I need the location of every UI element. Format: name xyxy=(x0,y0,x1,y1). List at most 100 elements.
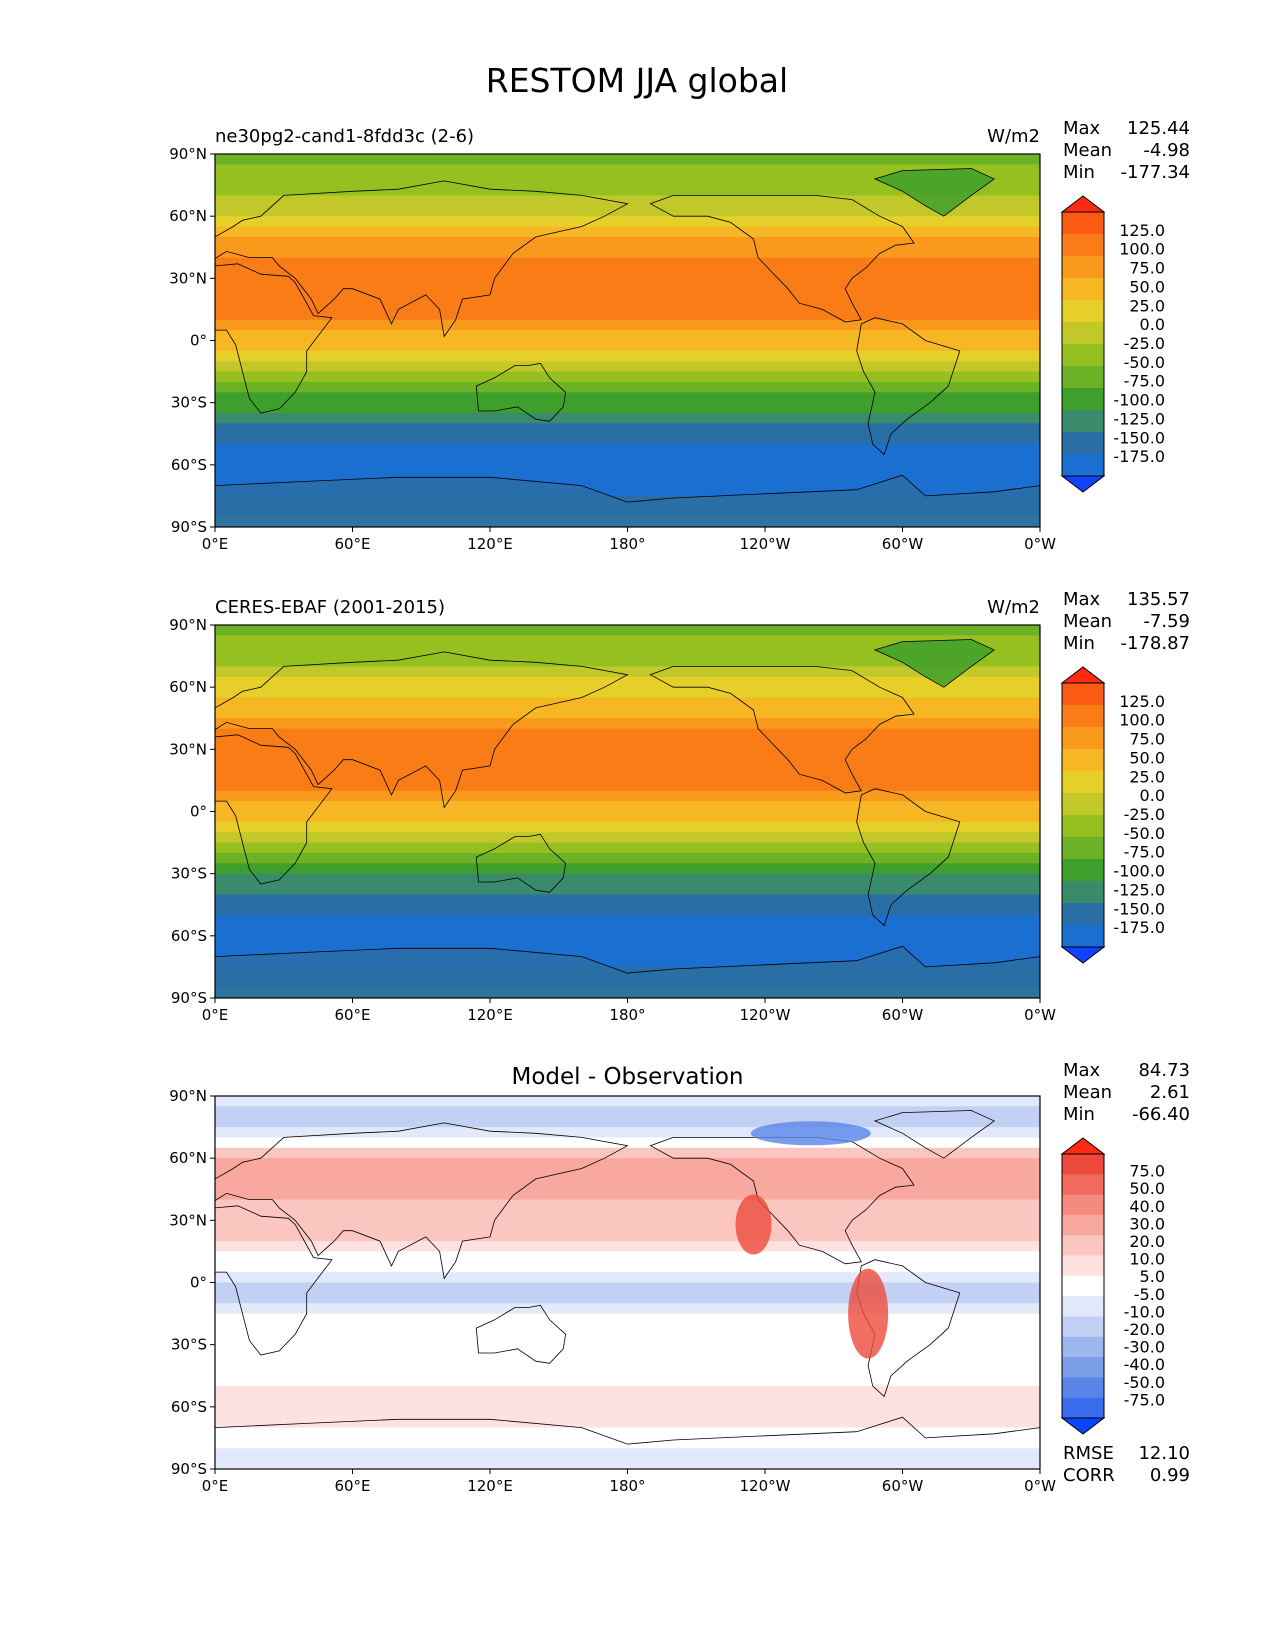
field-band xyxy=(215,164,1040,176)
field-band xyxy=(215,956,1040,968)
colorbar-label: -150.0 xyxy=(1113,899,1165,918)
colorbar-bin xyxy=(1062,1214,1104,1236)
x-tick-label: 120°E xyxy=(467,535,513,553)
colorbar-label: -75.0 xyxy=(1124,843,1165,862)
field-band xyxy=(215,267,1040,279)
colorbar-bin xyxy=(1062,1296,1104,1317)
field-band xyxy=(215,656,1040,668)
field-band xyxy=(215,1355,1040,1366)
panel-title: ne30pg2-cand1-8fdd3c (2-6) xyxy=(215,126,474,147)
colorbar-bin xyxy=(1062,925,1104,948)
x-tick-label: 60°E xyxy=(334,1006,370,1024)
field-band xyxy=(215,1427,1040,1439)
stat-label: Max xyxy=(1063,118,1101,139)
field-band xyxy=(215,770,1040,782)
colorbar-bin xyxy=(1062,1275,1104,1297)
colorbar-bin xyxy=(1062,749,1104,772)
y-tick-label: 30°S xyxy=(171,1336,207,1354)
field-band xyxy=(215,801,1040,813)
coastline-s-america xyxy=(856,788,961,927)
colorbar-bin xyxy=(1062,1336,1104,1358)
colorbar-label: -25.0 xyxy=(1124,805,1165,824)
y-tick-label: 0° xyxy=(190,332,207,350)
field-band xyxy=(215,1158,1040,1170)
field-band xyxy=(215,1323,1040,1335)
stat-value: 125.44 xyxy=(1127,118,1190,139)
field-band xyxy=(215,236,1040,248)
colorbar-bin xyxy=(1062,793,1104,816)
colorbar-bin xyxy=(1062,815,1104,838)
colorbar-bin xyxy=(1062,1174,1104,1196)
colorbar-label: -50.0 xyxy=(1124,824,1165,843)
colorbar-bin xyxy=(1062,1357,1104,1378)
stat-label: Mean xyxy=(1063,140,1112,161)
field-band xyxy=(215,1417,1040,1429)
stat-value: 135.57 xyxy=(1127,589,1190,610)
field-band xyxy=(215,1168,1040,1180)
colorbar-bin xyxy=(1062,837,1104,860)
panels: 0°E 60°E 120°E 180° 120°W 60°W 0°W 90°N 60°N 30°N… xyxy=(169,118,1190,1495)
panel-1: 0°E 60°E 120°E 180° 120°W 60°W 0°W 90°N 60°N 30°N… xyxy=(169,118,1190,553)
field-band xyxy=(215,863,1040,875)
colorbar-frame xyxy=(1061,682,1105,948)
colorbar-label: 0.0 xyxy=(1140,315,1165,334)
y-tick-label: 30°N xyxy=(169,269,207,287)
panel-units: W/m2 xyxy=(987,597,1040,618)
x-tick-label: 120°E xyxy=(467,1477,513,1495)
x-tick-label: 180° xyxy=(609,1477,645,1495)
colorbar-label: 25.0 xyxy=(1129,767,1165,786)
field-map xyxy=(215,625,1040,998)
coastline-europe-asia xyxy=(215,651,629,809)
colorbar-label: 25.0 xyxy=(1129,296,1165,315)
colorbar-label: 100.0 xyxy=(1119,240,1165,259)
colorbar-label: 75.0 xyxy=(1129,1162,1165,1181)
coastline-australia xyxy=(475,1304,567,1364)
field-band xyxy=(215,475,1040,487)
field-band xyxy=(215,392,1040,404)
field-band xyxy=(215,884,1040,895)
colorbar-bin xyxy=(1062,278,1104,301)
y-tick-label: 90°N xyxy=(169,145,207,163)
field-band xyxy=(215,1147,1040,1159)
colorbar-bin xyxy=(1062,1316,1104,1338)
coastline-antarctica xyxy=(215,945,1040,998)
stat-value: -178.87 xyxy=(1121,633,1190,654)
field-band xyxy=(215,1251,1040,1263)
coastline-africa xyxy=(215,1205,333,1356)
field-band xyxy=(215,832,1040,844)
colorbar-label: -25.0 xyxy=(1124,334,1165,353)
field-band xyxy=(215,154,1040,165)
field-band xyxy=(215,1365,1040,1377)
field-band xyxy=(215,464,1040,476)
colorbar-label: 50.0 xyxy=(1129,1179,1165,1198)
x-tick-label: 60°E xyxy=(334,1477,370,1495)
metric-label: CORR xyxy=(1063,1465,1115,1486)
field-band xyxy=(215,1272,1040,1284)
field-band xyxy=(215,433,1040,445)
metric-value: 12.10 xyxy=(1138,1443,1190,1464)
colorbar-label: -75.0 xyxy=(1124,1390,1165,1409)
x-tick-label: 0°W xyxy=(1024,1006,1056,1024)
field-band xyxy=(215,1209,1040,1221)
colorbar-bin xyxy=(1062,300,1104,323)
colorbar-bin xyxy=(1062,388,1104,411)
colorbar-extend-min xyxy=(1060,475,1106,493)
coastline-greenland xyxy=(873,1110,995,1159)
field-band xyxy=(215,1116,1040,1128)
panel-title: Model - Observation xyxy=(511,1064,743,1090)
colorbar-label: -125.0 xyxy=(1113,409,1165,428)
y-tick-label: 90°N xyxy=(169,1087,207,1105)
y-tick-label: 90°S xyxy=(171,989,207,1007)
colorbar-bin xyxy=(1062,881,1104,904)
field-band xyxy=(215,1106,1040,1118)
colorbar-frame xyxy=(1061,211,1105,477)
colorbar-extend-max xyxy=(1060,1137,1106,1155)
field-band xyxy=(215,707,1040,719)
colorbar-label: -40.0 xyxy=(1124,1355,1165,1374)
coastline-greenland xyxy=(873,168,995,217)
x-tick-label: 120°W xyxy=(740,1006,791,1024)
field-band xyxy=(215,904,1040,916)
colorbar-label: 125.0 xyxy=(1119,692,1165,711)
colorbar-label: -10.0 xyxy=(1124,1302,1165,1321)
colorbar-bin xyxy=(1062,256,1104,279)
